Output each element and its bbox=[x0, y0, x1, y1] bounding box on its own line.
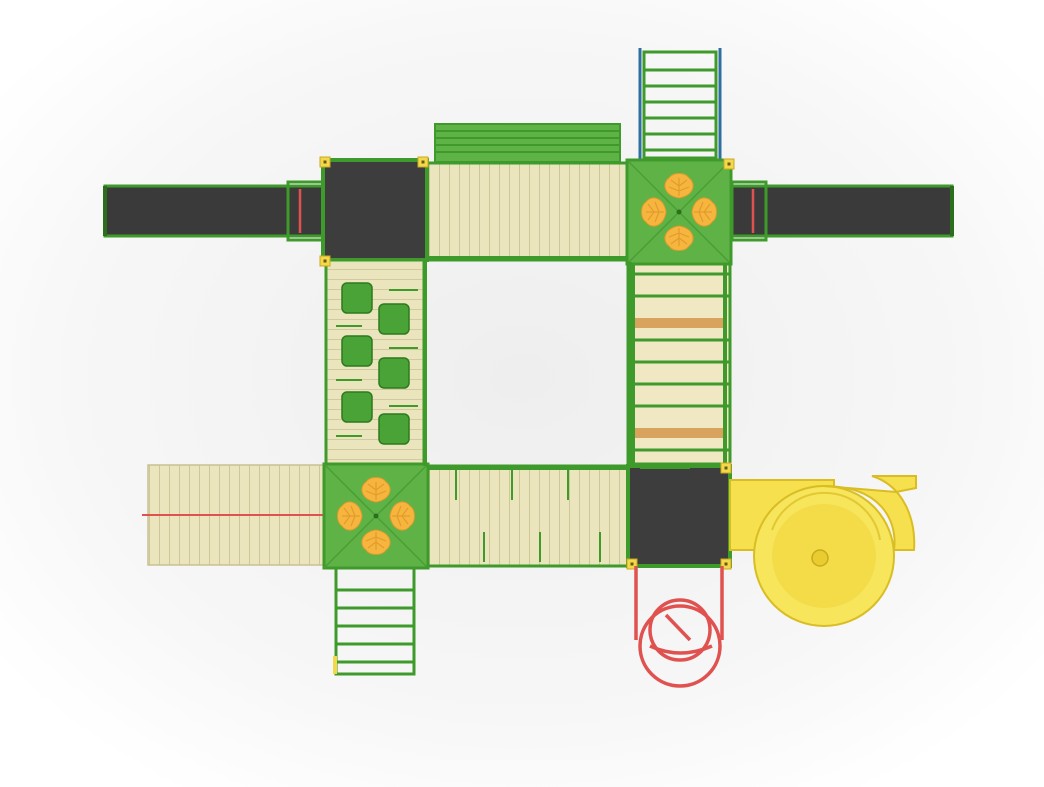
deck-bottom-right bbox=[626, 462, 732, 570]
roof-bottom-left bbox=[322, 462, 430, 570]
top-ladder bbox=[638, 48, 722, 160]
right-tunnel bbox=[728, 180, 954, 242]
bottom-wood-bridge bbox=[426, 464, 630, 568]
rope-climber bbox=[634, 566, 724, 688]
top-wood-bridge bbox=[425, 161, 629, 262]
central-frame bbox=[423, 262, 632, 466]
bottom-ladder bbox=[333, 566, 416, 676]
left-tunnel bbox=[103, 180, 329, 242]
right-slat-bridge bbox=[626, 262, 732, 466]
deck-top-left bbox=[319, 156, 429, 262]
left-wood-bridge bbox=[142, 464, 325, 566]
top-bench bbox=[434, 123, 621, 163]
spiral-slide bbox=[729, 475, 917, 627]
left-climbing-panel bbox=[324, 258, 426, 466]
roof-top-right bbox=[625, 158, 733, 266]
